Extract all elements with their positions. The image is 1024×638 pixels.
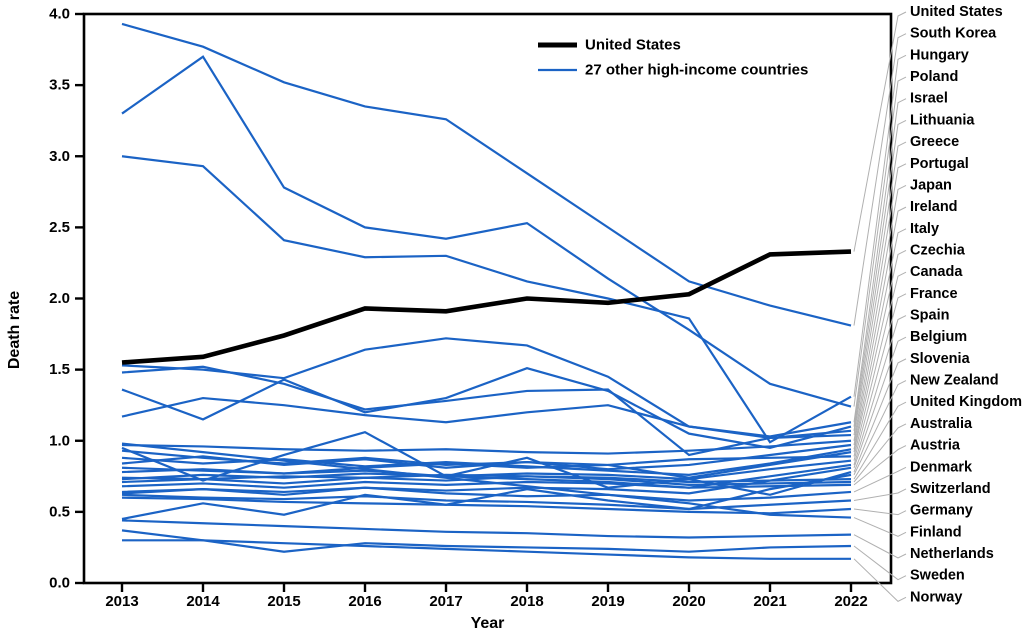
- series-line-greece: [121, 365, 852, 457]
- country-label-czechia: Czechia: [910, 242, 966, 258]
- leader-line-sweden: [853, 545, 907, 581]
- leader-line-israel: [853, 98, 907, 423]
- series-line-japan: [121, 439, 852, 455]
- leader-line-germany: [853, 508, 907, 516]
- x-tick-label: 2022: [834, 593, 867, 610]
- series-line-portugal: [121, 396, 852, 440]
- x-tick-label: 2016: [348, 593, 381, 610]
- y-tick-label: 2.5: [49, 219, 70, 236]
- x-axis-label: Year: [471, 615, 505, 632]
- leader-line-united-states: [853, 11, 907, 252]
- x-tick-label: 2014: [186, 593, 220, 610]
- leader-line-italy: [853, 228, 907, 450]
- leader-line-denmark: [853, 466, 907, 493]
- y-tick-label: 4.0: [49, 6, 70, 23]
- leader-line-portugal: [853, 163, 907, 436]
- leader-line-new-zealand: [853, 380, 907, 476]
- x-tick-label: 2021: [753, 593, 786, 610]
- country-label-united-kingdom: United Kingdom: [910, 394, 1022, 410]
- y-tick-label: 0.5: [49, 503, 70, 520]
- series-line-norway: [122, 539, 851, 560]
- leader-line-czechia: [853, 250, 907, 453]
- x-tick-label: 2019: [591, 593, 624, 610]
- leader-line-switzerland: [853, 488, 907, 501]
- country-label-netherlands: Netherlands: [910, 546, 994, 562]
- country-label-united-states: United States: [910, 4, 1003, 20]
- leader-line-lithuania: [853, 119, 907, 427]
- country-label-new-zealand: New Zealand: [910, 373, 999, 389]
- leader-line-belgium: [853, 336, 907, 468]
- country-label-poland: Poland: [910, 69, 958, 85]
- y-axis-label: Death rate: [6, 291, 23, 369]
- country-label-south-korea: South Korea: [910, 26, 997, 42]
- leader-line-slovenia: [853, 358, 907, 473]
- series-line-south-korea: [121, 22, 852, 327]
- country-label-norway: Norway: [910, 589, 962, 605]
- y-tick-label: 0.0: [49, 575, 70, 592]
- series-line-denmark: [121, 486, 852, 502]
- series-line-germany: [121, 496, 852, 515]
- leader-line-south-korea: [853, 33, 907, 326]
- leader-line-united-kingdom: [853, 401, 907, 480]
- country-label-switzerland: Switzerland: [910, 481, 991, 497]
- country-label-japan: Japan: [910, 177, 952, 193]
- x-tick-label: 2020: [672, 593, 705, 610]
- y-tick-label: 3.0: [49, 148, 70, 165]
- leader-line-japan: [853, 184, 907, 441]
- leader-line-canada: [853, 271, 907, 457]
- country-label-australia: Australia: [910, 416, 973, 432]
- country-label-portugal: Portugal: [910, 156, 969, 172]
- leader-line-hungary: [853, 54, 907, 397]
- leader-line-netherlands: [853, 534, 907, 559]
- series-line-finland: [121, 442, 852, 519]
- country-label-italy: Italy: [910, 221, 939, 237]
- series-line-poland: [121, 55, 852, 408]
- country-label-greece: Greece: [910, 134, 959, 150]
- x-tick-label: 2017: [429, 593, 462, 610]
- country-label-denmark: Denmark: [910, 459, 973, 475]
- leader-line-poland: [853, 76, 907, 407]
- country-label-sweden: Sweden: [910, 568, 965, 584]
- leader-line-norway: [853, 558, 907, 602]
- country-label-canada: Canada: [910, 264, 963, 280]
- country-label-spain: Spain: [910, 308, 949, 324]
- country-label-france: France: [910, 286, 958, 302]
- country-label-slovenia: Slovenia: [910, 351, 971, 367]
- y-tick-label: 3.5: [49, 77, 70, 94]
- leader-line-finland: [853, 517, 907, 537]
- series-line-austria: [121, 466, 852, 489]
- series-line-hungary: [121, 155, 852, 444]
- y-tick-label: 1.5: [49, 361, 70, 378]
- x-tick-label: 2018: [510, 593, 543, 610]
- series-line-switzerland: [121, 493, 852, 511]
- leader-line-spain: [853, 315, 907, 466]
- leader-line-ireland: [853, 206, 907, 446]
- series-line-netherlands: [121, 519, 852, 539]
- country-label-israel: Israel: [910, 91, 948, 107]
- x-tick-label: 2013: [105, 593, 138, 610]
- x-tick-label: 2015: [267, 593, 300, 610]
- leader-line-austria: [853, 445, 907, 486]
- series-line-lithuania: [121, 367, 852, 449]
- series-line-united-kingdom: [121, 473, 852, 484]
- y-tick-label: 1.0: [49, 432, 70, 449]
- legend-label-united-states: United States: [585, 37, 681, 54]
- country-label-ireland: Ireland: [910, 199, 958, 215]
- country-label-lithuania: Lithuania: [910, 112, 975, 128]
- leader-line-france: [853, 293, 907, 461]
- country-label-hungary: Hungary: [910, 47, 969, 63]
- country-label-finland: Finland: [910, 524, 962, 540]
- series-line-united-states: [121, 249, 852, 365]
- series-line-israel: [121, 337, 852, 438]
- leader-line-australia: [853, 423, 907, 483]
- leader-line-greece: [853, 141, 907, 431]
- series-line-sweden: [121, 529, 852, 553]
- country-label-germany: Germany: [910, 503, 973, 519]
- legend-label-other-countries: 27 other high-income countries: [585, 62, 808, 79]
- country-label-belgium: Belgium: [910, 329, 967, 345]
- y-tick-label: 2.0: [49, 290, 70, 307]
- country-label-austria: Austria: [910, 438, 961, 454]
